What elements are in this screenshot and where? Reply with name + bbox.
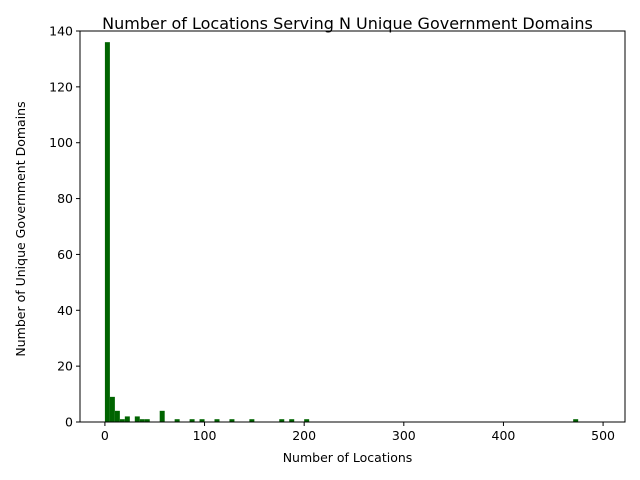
y-tick-label: 120: [49, 79, 73, 94]
x-axis-ticks: 0 100 200 300 400 500: [101, 422, 615, 443]
histogram-bar: [114, 410, 120, 422]
bars-group: [104, 42, 579, 423]
histogram-bar: [134, 416, 140, 422]
histogram-bar: [174, 419, 180, 422]
x-tick-label: 200: [292, 428, 316, 443]
x-axis-label: Number of Locations: [283, 450, 413, 465]
histogram-bar: [109, 396, 115, 422]
y-axis-label: Number of Unique Government Domains: [13, 101, 28, 356]
y-axis-ticks: 0 20 40 60 80 100 120 140: [49, 24, 80, 430]
histogram-bar: [119, 419, 125, 422]
plot-frame: [79, 30, 626, 423]
x-tick-label: 500: [591, 428, 615, 443]
y-tick-label: 40: [57, 303, 73, 318]
y-tick-label: 20: [57, 359, 73, 374]
histogram-bar: [573, 419, 579, 422]
x-tick-label: 0: [101, 428, 109, 443]
x-tick-label: 400: [492, 428, 516, 443]
y-tick-label: 0: [65, 415, 73, 430]
histogram-bar: [229, 419, 235, 422]
histogram-bar: [144, 419, 150, 422]
x-tick-label: 100: [193, 428, 217, 443]
histogram-bar: [279, 419, 285, 422]
chart-title: Number of Locations Serving N Unique Gov…: [102, 14, 593, 33]
histogram-bar: [104, 42, 110, 423]
y-tick-label: 80: [57, 191, 73, 206]
histogram-bar: [289, 419, 295, 422]
histogram-bar: [249, 419, 255, 422]
histogram-bar: [214, 419, 220, 422]
y-tick-label: 60: [57, 247, 73, 262]
histogram-bar: [304, 419, 310, 422]
histogram-bar: [199, 419, 205, 422]
histogram-bar: [139, 419, 145, 422]
x-tick-label: 300: [392, 428, 416, 443]
y-tick-label: 140: [49, 24, 73, 39]
y-tick-label: 100: [49, 135, 73, 150]
histogram-bar: [124, 416, 130, 422]
histogram-bar: [159, 410, 165, 422]
histogram-bar: [189, 419, 195, 422]
